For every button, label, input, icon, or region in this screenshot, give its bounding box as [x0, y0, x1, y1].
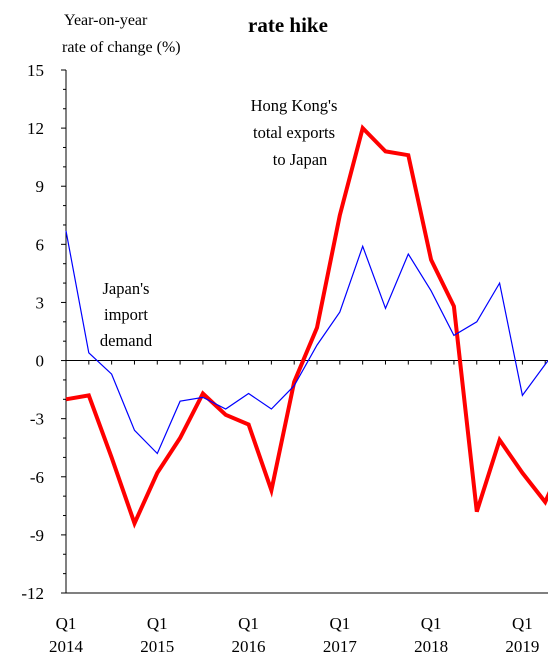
chart-title: rate hike — [248, 13, 328, 37]
y-axis-label-line-2: rate of change (%) — [62, 39, 181, 56]
series-japan-import-demand-line — [65, 230, 548, 455]
series-lines — [65, 124, 548, 529]
annotation-hk-line-2: total exports — [253, 123, 335, 142]
y-tick-label: -9 — [30, 526, 44, 545]
x-tick-label-quarter: Q1 — [421, 614, 442, 633]
annotation-jp-line-3: demand — [100, 331, 153, 350]
x-tick-label-year: 2016 — [232, 637, 266, 654]
x-tick-label-year: 2019 — [505, 637, 539, 654]
y-tick-label: -12 — [21, 584, 44, 603]
annotation-hk-exports: Hong Kong's total exports to Japan — [251, 96, 338, 169]
x-tick-label-year: 2017 — [323, 637, 358, 654]
x-tick-label-quarter: Q1 — [238, 614, 259, 633]
annotation-japan-demand: Japan's import demand — [100, 279, 153, 350]
y-tick-label: 12 — [27, 119, 44, 138]
y-tick-label: 3 — [36, 293, 45, 312]
y-tick-label: -6 — [30, 468, 44, 487]
y-tick-label: -3 — [30, 410, 44, 429]
y-tick-label: 9 — [36, 177, 45, 196]
y-axis-label-line-1: Year-on-year — [64, 12, 148, 29]
axes: 15 12 9 6 3 0 -3 -6 -9 -12 Q1 2014 Q1 2015 Q1 2016 Q1 201… — [21, 61, 548, 654]
x-tick-label-quarter: Q1 — [56, 614, 77, 633]
x-tick-label-quarter: Q1 — [329, 614, 350, 633]
annotation-jp-line-2: import — [104, 305, 148, 324]
y-tick-label: 15 — [27, 61, 44, 80]
y-tick-label: 0 — [36, 352, 45, 371]
x-tick-label-year: 2014 — [49, 637, 84, 654]
x-tick-label-quarter: Q1 — [147, 614, 168, 633]
series-hk-exports-line — [65, 124, 548, 529]
annotation-hk-line-3: to Japan — [273, 150, 328, 169]
x-tick-label-quarter: Q1 — [512, 614, 533, 633]
x-tick-label-year: 2015 — [140, 637, 174, 654]
annotation-hk-line-1: Hong Kong's — [251, 96, 338, 115]
x-tick-label-year: 2018 — [414, 637, 448, 654]
annotation-jp-line-1: Japan's — [103, 279, 150, 298]
y-tick-label: 6 — [36, 235, 45, 254]
